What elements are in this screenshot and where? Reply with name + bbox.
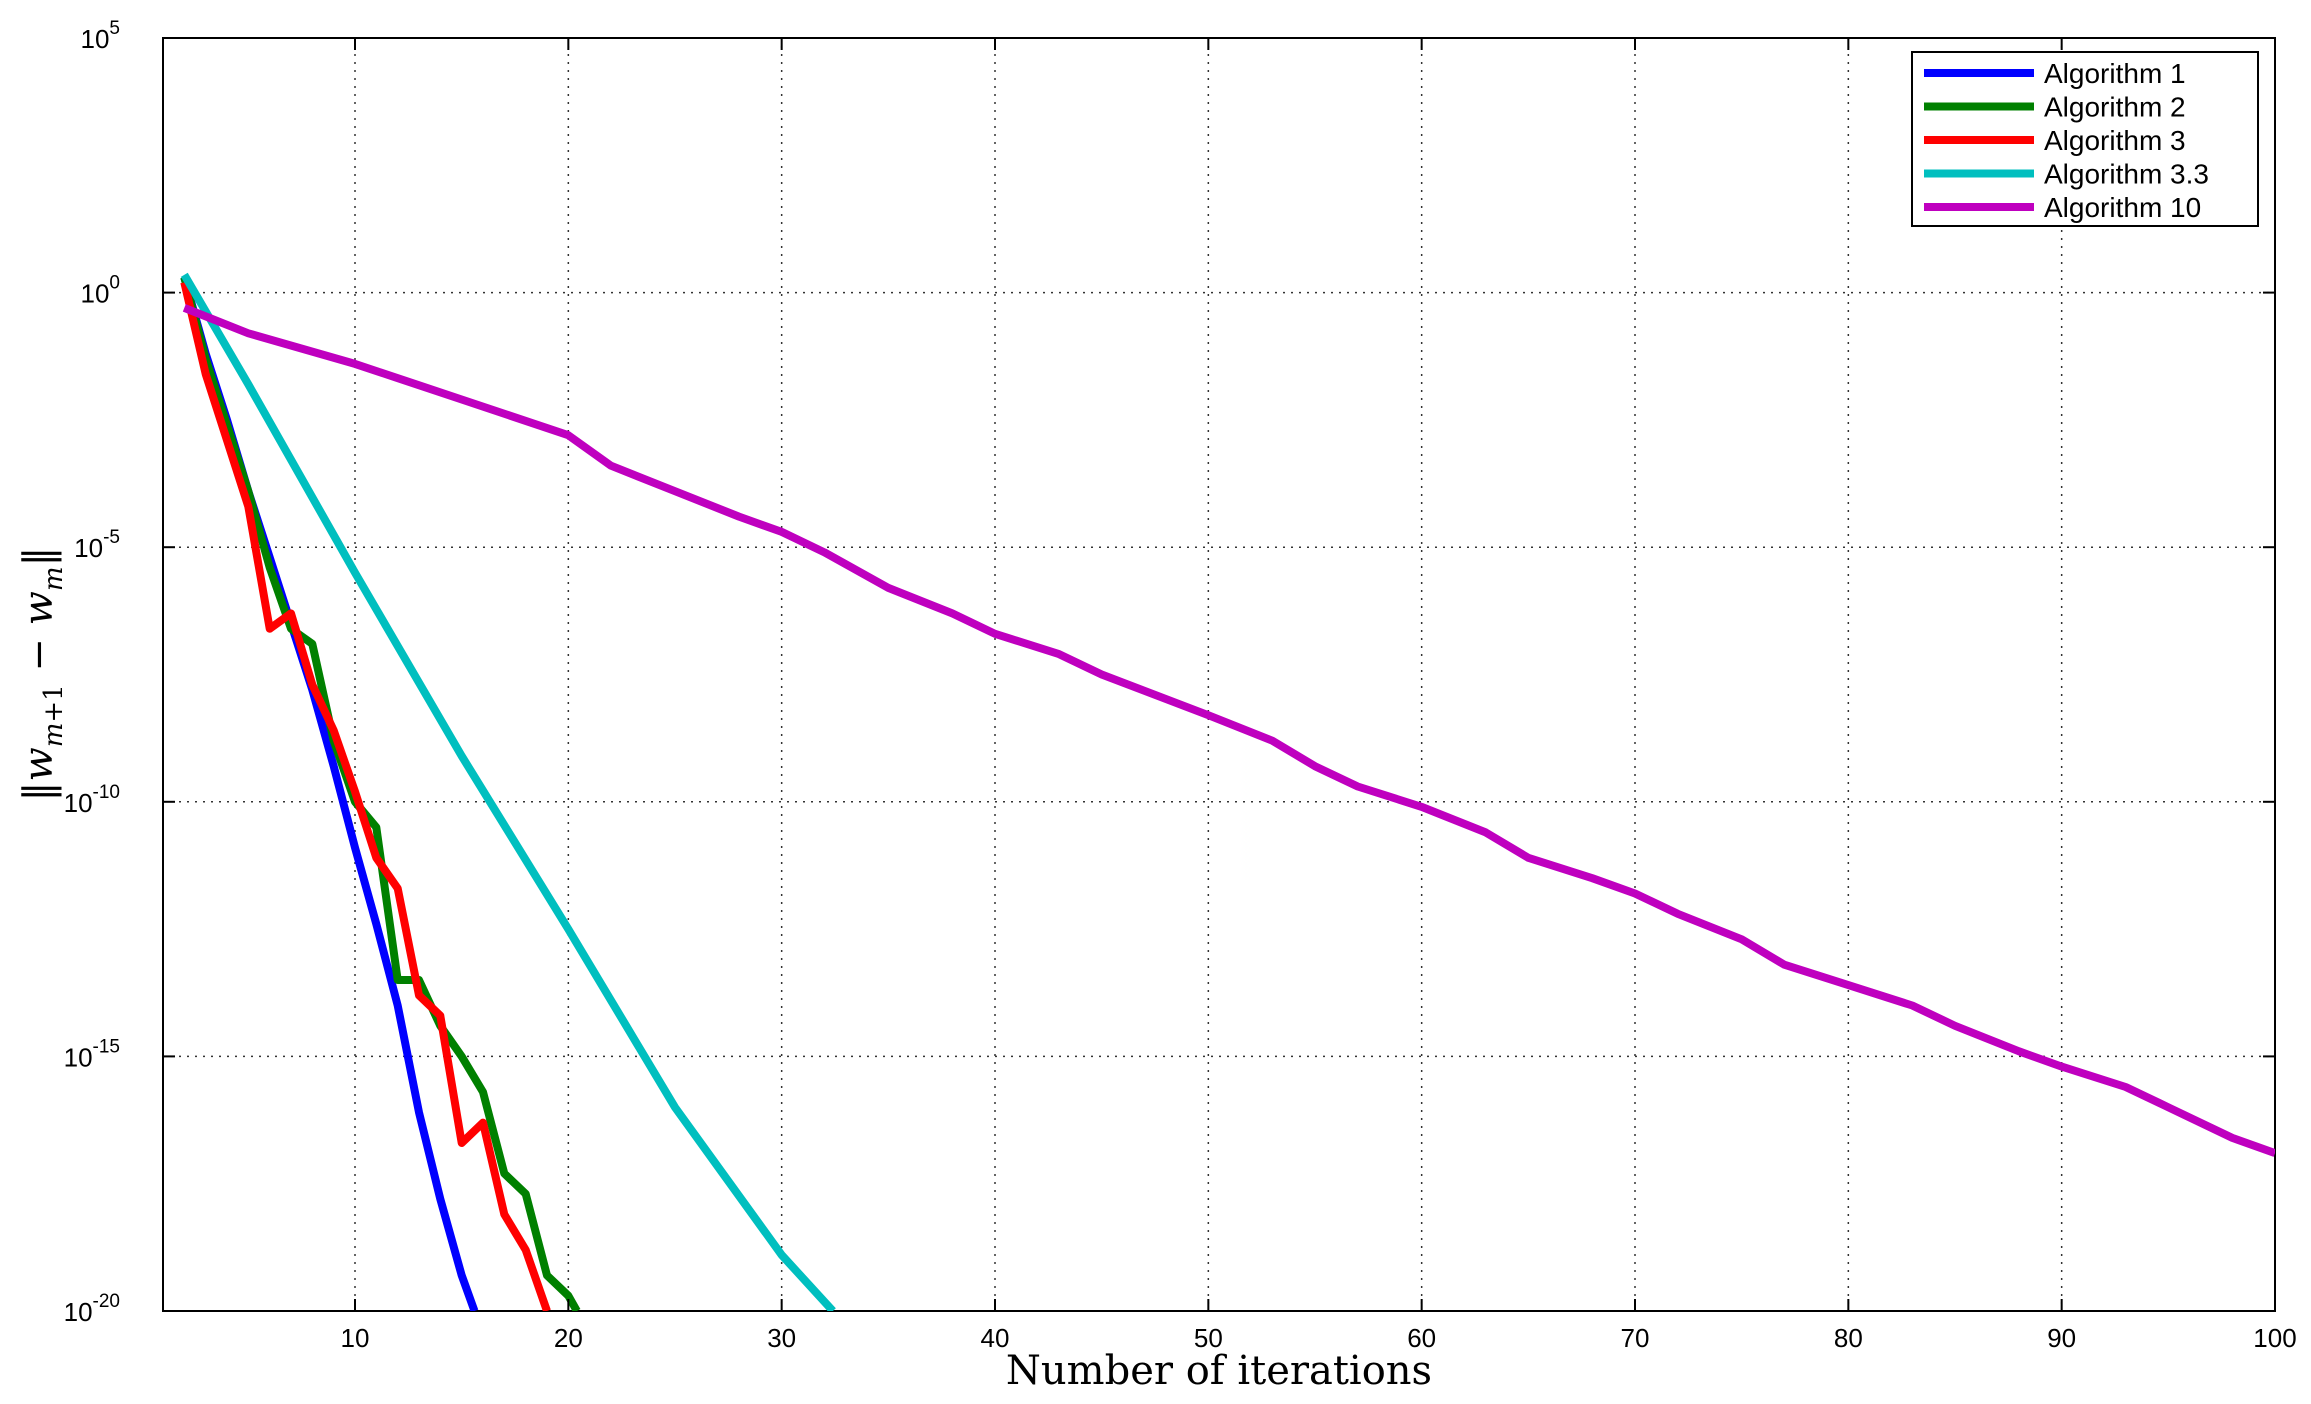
x-tick-label: 20 bbox=[554, 1323, 583, 1353]
x-tick-label: 60 bbox=[1407, 1323, 1436, 1353]
x-tick-label: 80 bbox=[1834, 1323, 1863, 1353]
y-tick-label: 10-20 bbox=[64, 1291, 120, 1327]
series-line-5 bbox=[182, 304, 2275, 1157]
legend-label: Algorithm 3 bbox=[2044, 125, 2186, 156]
series-lines bbox=[180, 272, 2275, 1311]
y-tick-label: 10-15 bbox=[64, 1036, 120, 1072]
x-tick-label: 40 bbox=[981, 1323, 1010, 1353]
x-tick-label: 30 bbox=[767, 1323, 796, 1353]
y-tick-label: 10-10 bbox=[64, 782, 120, 818]
x-tick-label: 90 bbox=[2047, 1323, 2076, 1353]
series-line-4 bbox=[180, 272, 836, 1311]
legend-label: Algorithm 3.3 bbox=[2044, 159, 2209, 190]
x-tick-label: 50 bbox=[1194, 1323, 1223, 1353]
x-axis: 10 20 30 40 50 60 70 80 90 100 bbox=[341, 38, 2297, 1353]
y-axis: 105 100 10-5 10-10 10-15 10-20 bbox=[64, 18, 2275, 1327]
svg-text:‖wm+1 − wm‖: ‖wm+1 − wm‖ bbox=[16, 546, 69, 801]
y-tick-label: 105 bbox=[81, 18, 121, 54]
x-tick-label: 100 bbox=[2253, 1323, 2296, 1353]
y-tick-label: 100 bbox=[81, 273, 121, 309]
x-tick-label: 70 bbox=[1621, 1323, 1650, 1353]
y-tick-label: 10-5 bbox=[74, 527, 120, 563]
grid bbox=[163, 38, 2275, 1311]
x-tick-label: 10 bbox=[341, 1323, 370, 1353]
series-line-3 bbox=[180, 281, 551, 1311]
legend-label: Algorithm 1 bbox=[2044, 58, 2186, 89]
series-line-2 bbox=[180, 276, 581, 1311]
x-axis-title: Number of iterations bbox=[1006, 1348, 1432, 1394]
plot-area bbox=[162, 37, 2276, 1312]
y-axis-title: ‖wm+1 − wm‖ bbox=[16, 546, 69, 801]
legend-label: Algorithm 10 bbox=[2044, 192, 2201, 223]
legend-label: Algorithm 2 bbox=[2044, 92, 2186, 123]
